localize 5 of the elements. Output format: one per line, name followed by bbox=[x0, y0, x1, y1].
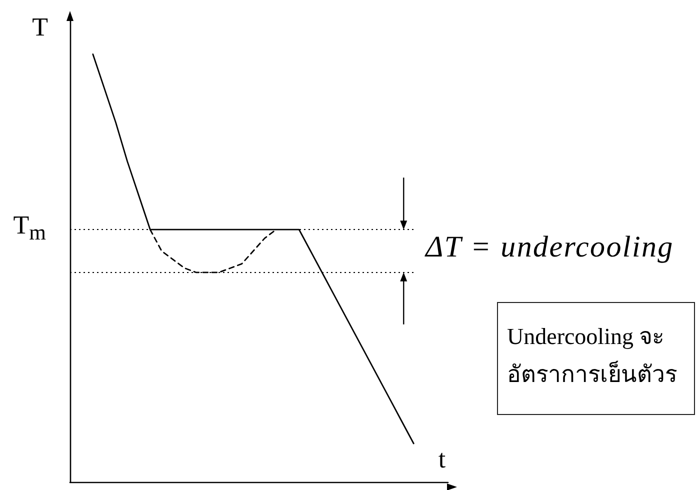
annotation: ΔT = undercooling bbox=[426, 230, 674, 264]
y-axis-title: T bbox=[32, 12, 48, 42]
x-axis-title: t bbox=[438, 444, 446, 474]
text: Undercooling จะ อัตราการเย็นตัวร bbox=[507, 323, 677, 389]
ref-line-label: T$_{m}$ bbox=[13, 210, 46, 244]
